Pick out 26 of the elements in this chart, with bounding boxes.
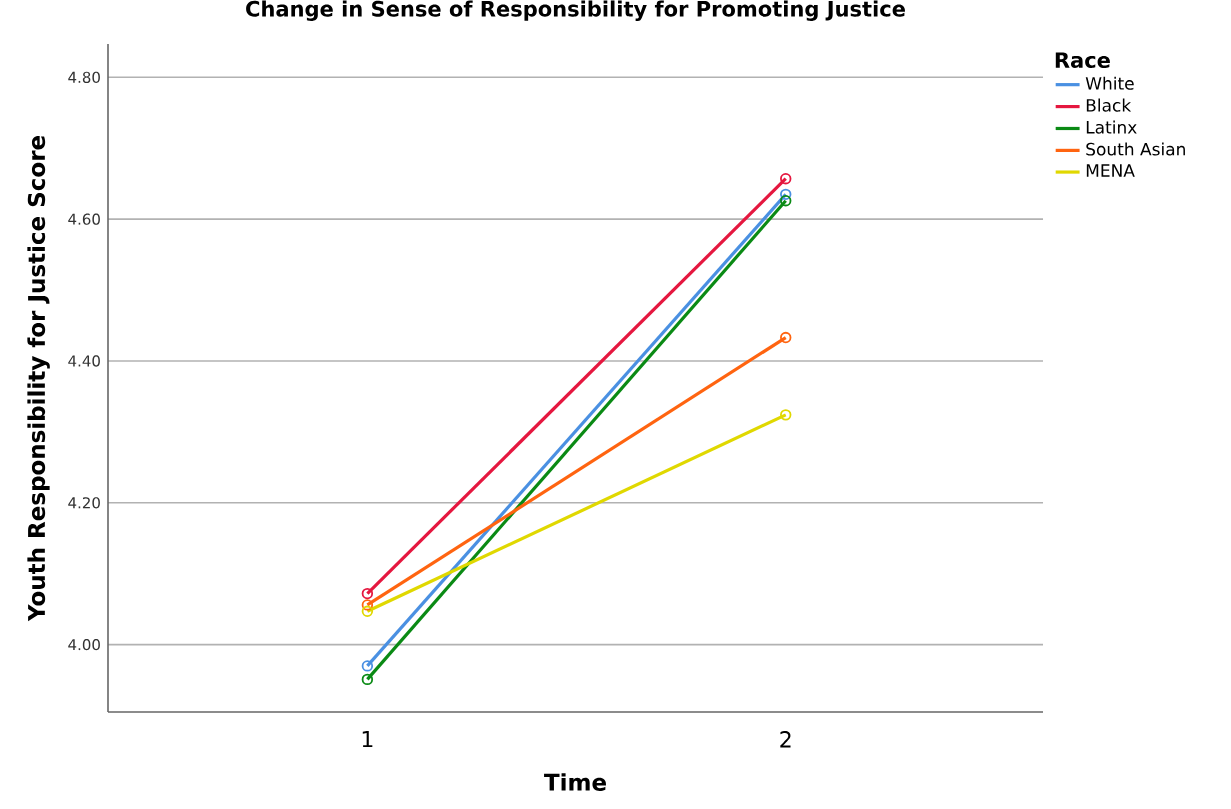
point bbox=[361, 605, 374, 617]
x-axis-title: Time bbox=[544, 773, 606, 791]
legend-label: Latinx bbox=[1086, 120, 1137, 134]
chart-title: Change in Sense of Responsibility for Promoting Justice bbox=[246, 0, 905, 21]
legend-label: Black bbox=[1086, 98, 1132, 112]
y-tick-label: 4.60 bbox=[68, 213, 100, 225]
x-tick-label: 1 bbox=[362, 731, 373, 748]
y-tick-label: 4.00 bbox=[68, 638, 100, 651]
point bbox=[780, 331, 792, 344]
y-axis-title: Youth Responsibility for Justice Score bbox=[27, 135, 50, 622]
point bbox=[780, 188, 792, 201]
legend-title: Race bbox=[1055, 52, 1110, 68]
y-tick-label: 4.40 bbox=[68, 355, 100, 367]
y-tick-label: 4.80 bbox=[68, 71, 100, 83]
point bbox=[361, 673, 374, 686]
legend-label: South Asian bbox=[1086, 142, 1185, 156]
point bbox=[361, 599, 374, 611]
point bbox=[780, 195, 792, 207]
point bbox=[361, 587, 374, 600]
point bbox=[780, 409, 792, 421]
y-tick-label: 4.20 bbox=[68, 497, 100, 509]
point bbox=[361, 660, 374, 672]
legend-label: White bbox=[1085, 76, 1134, 90]
legend-label: MENA bbox=[1086, 164, 1135, 177]
point bbox=[780, 173, 792, 185]
x-tick-label: 2 bbox=[780, 731, 791, 748]
